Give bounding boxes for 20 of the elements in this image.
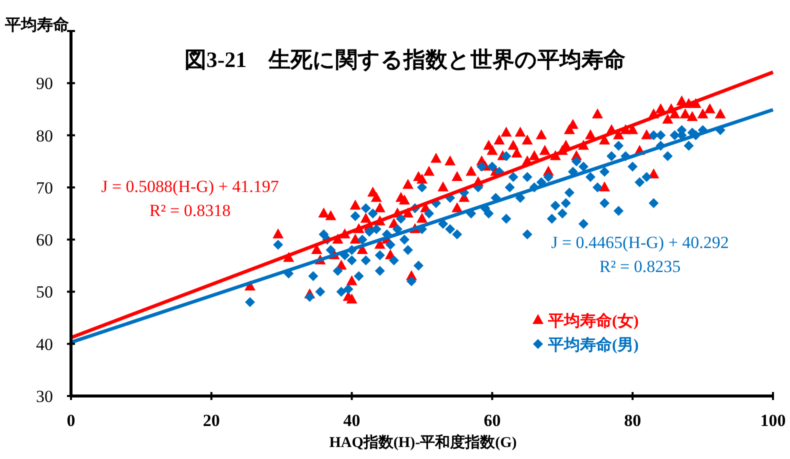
x-tick-label: 100	[760, 411, 786, 430]
y-tick-label: 50	[36, 282, 53, 302]
x-tick-label: 60	[484, 411, 501, 430]
text: 図3-21 生死に関する指数と世界の平均寿命	[184, 47, 626, 72]
x-tick-label: 0	[66, 411, 76, 430]
y-tick-label: 70	[36, 178, 53, 198]
y-tick-label: 90	[36, 74, 53, 94]
annotation: J = 0.5088(H-G) + 41.197 R² = 0.8318	[101, 177, 280, 220]
annotation: J = 0.4465(H-G) + 40.292 R² = 0.8235	[551, 233, 729, 276]
x-tick-label: 20	[202, 411, 220, 430]
x-tick-label: 40	[343, 411, 360, 430]
y-tick-label: 60	[36, 230, 53, 250]
x-axis-title: HAQ指数(H)-平和度指数(G)	[329, 433, 517, 451]
legend-label: 平均寿命(男)	[547, 336, 639, 354]
x-tick-label: 80	[624, 411, 642, 430]
y-axis-title: 平均寿命	[4, 16, 69, 34]
legend-label: 平均寿命(女)	[547, 312, 639, 330]
y-tick-label: 40	[36, 334, 53, 354]
y-tick-label: 30	[36, 387, 53, 406]
y-tick-label: 80	[36, 126, 53, 146]
